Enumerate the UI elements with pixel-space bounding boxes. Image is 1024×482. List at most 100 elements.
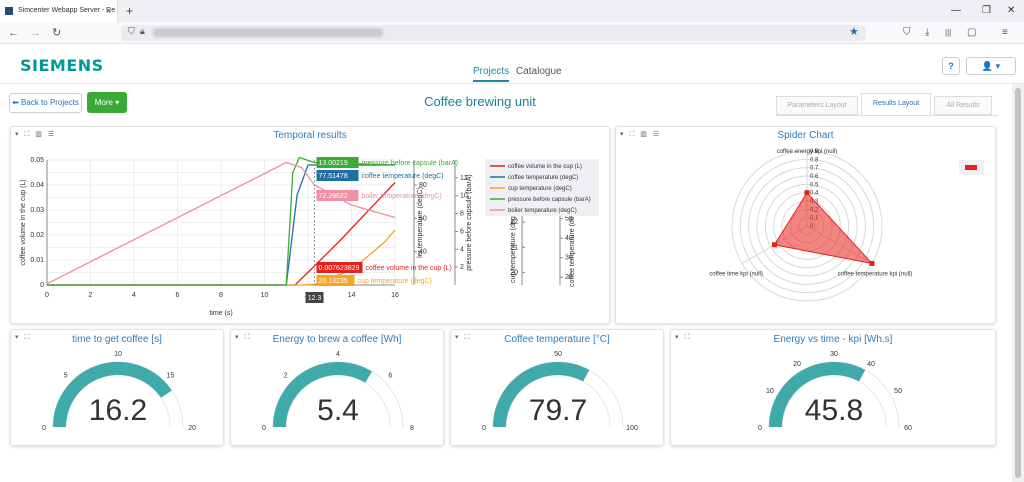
window-close-button[interactable]: ✕ <box>1007 5 1016 16</box>
gauge-tick-label: 0 <box>42 425 46 432</box>
x-tick-label: 0 <box>45 292 49 299</box>
more-button[interactable]: More ▾ <box>87 92 127 113</box>
gauge-tick-label: 6 <box>388 373 392 380</box>
tab-catalogue[interactable]: Catalogue <box>516 66 562 77</box>
series-line <box>46 161 396 285</box>
maximize-button[interactable]: ❐ <box>982 5 991 16</box>
kpi-gauge: 0 10 20 30 40 50 60 <box>758 351 912 432</box>
legend-entry: coffee temperature (degC) <box>508 175 578 181</box>
cup-tick-label: 22 <box>510 219 518 226</box>
coffee-tick-label: 30 <box>565 255 573 262</box>
close-tab-icon[interactable]: × <box>105 6 111 16</box>
gauge-panel-energy: ▾ ⛶ Energy to brew a coffee [Wh] 0 2 4 6 8 5… <box>230 329 444 446</box>
hover-value-box <box>316 190 359 201</box>
back-to-projects-button[interactable]: ⬅ Back to Projects <box>9 93 82 113</box>
hover-series-label: coffee temperature (degC) <box>362 173 444 180</box>
gauge-tick-label: 8 <box>410 425 414 432</box>
help-button[interactable]: ? <box>942 57 960 75</box>
boiler-axis-label: ler temperature (degC) <box>417 187 424 258</box>
spider-chart-title: Spider Chart <box>777 130 834 141</box>
shield-icon[interactable]: ⛉ <box>128 26 135 36</box>
cup-tick-label: 20 <box>510 269 518 276</box>
hover-series-label: cup temperature (degC) <box>358 278 432 285</box>
pressure-tick-label: 10 <box>460 193 468 200</box>
radar-tick-label: 0.4 <box>810 191 819 197</box>
temporal-results-chart[interactable]: 0 2 4 6 8 10 12 14 16 0 0.01 0.02 0.03 0.04 0.05 time (… <box>11 127 611 325</box>
hover-value-box <box>316 275 355 286</box>
panel-controls[interactable]: ▾ ⛶ <box>455 334 472 341</box>
browser-tab[interactable]: Simcenter Webapp Server - Re × <box>0 0 118 22</box>
radar-point <box>772 242 778 248</box>
hover-value: 20.13235 <box>319 278 348 285</box>
boiler-tick-label: 80 <box>419 182 427 189</box>
browser-tab-bar: Simcenter Webapp Server - Re × + — ❐ ✕ <box>0 0 1024 22</box>
radar-tick-label: 0.7 <box>810 166 819 172</box>
pressure-tick-label: 6 <box>460 228 464 235</box>
spider-chart-panel: ▾ ⛶ ▥ ☰ Spider Chart 00.10.20.30.40.50.6… <box>615 126 996 324</box>
radar-point <box>804 190 810 196</box>
scrollbar-thumb[interactable] <box>1015 88 1021 478</box>
x-tick-label: 10 <box>261 292 269 299</box>
y-axis-label: coffee volume in the cup (L) <box>20 179 27 265</box>
cursor-x-box <box>305 292 324 303</box>
x-tick-label: 16 <box>391 292 399 299</box>
gauge-outline <box>65 374 171 428</box>
gauge-title: Coffee temperature [°C] <box>504 334 610 345</box>
minimize-button[interactable]: — <box>951 5 961 16</box>
library-icon[interactable]: ||| <box>945 28 952 37</box>
x-tick-label: 2 <box>89 292 93 299</box>
gauge-panel-kpi: ▾ ⛶ Energy vs time - kpi [Wh.s] 0 10 20 30 4… <box>670 329 996 446</box>
temperature-gauge: 0 50 100 <box>482 351 638 432</box>
pocket-icon[interactable]: ⛉ <box>903 27 911 38</box>
panel-controls[interactable]: ▾ ⛶ <box>15 334 32 341</box>
browser-nav-bar: ← → ↻ ⛉ 🔒︎ ★ ⛉ ⤓ ||| ▢ ≡ <box>0 22 1024 44</box>
legend-entry: cup temperature (degC) <box>508 186 572 192</box>
cursor-x-label: 12.3 <box>308 295 322 302</box>
back-arrow-icon[interactable]: ← <box>8 27 19 39</box>
y-tick-label: 0.04 <box>30 182 44 189</box>
panel-controls[interactable]: ▾ ⛶ <box>675 334 692 341</box>
x-tick-label: 14 <box>348 292 356 299</box>
gauge-tick-label: 0 <box>262 425 266 432</box>
reload-icon[interactable]: ↻ <box>52 27 62 39</box>
sidebar-icon[interactable]: ▢ <box>967 27 977 38</box>
gauge-tick-label: 15 <box>166 373 174 380</box>
all-results-button[interactable]: All Results <box>934 96 992 115</box>
download-icon[interactable]: ⤓ <box>925 27 930 38</box>
tab-projects[interactable]: Projects <box>473 66 510 82</box>
hover-value: 77.51478 <box>319 173 348 180</box>
hover-value-box <box>316 170 359 181</box>
user-menu-button[interactable]: 👤 ▾ <box>966 57 1016 75</box>
panel-controls[interactable]: ▾ ⛶ <box>235 334 252 341</box>
bookmark-star-icon[interactable]: ★ <box>849 26 859 38</box>
gauge-outline <box>505 374 611 428</box>
gauge-tick-label: 60 <box>904 425 912 432</box>
hover-series-label: coffee volume in the cup (L) <box>366 265 452 272</box>
gauge-fill <box>53 361 172 428</box>
hover-value: 0.007623829 <box>319 265 360 272</box>
radar-axis-label: coffee energy kpi (null) <box>777 149 838 155</box>
panel-controls[interactable]: ▾ ⛶ ▥ ☰ <box>15 131 57 138</box>
panel-controls[interactable]: ▾ ⛶ ▥ ☰ <box>620 131 662 138</box>
gauge-tick-label: 10 <box>114 351 122 358</box>
menu-icon[interactable]: ≡ <box>1002 27 1008 38</box>
parameters-layout-button[interactable]: Parameters Layout <box>776 96 858 115</box>
results-layout-button[interactable]: Results Layout <box>861 93 931 115</box>
pressure-tick-label: 2 <box>460 264 464 271</box>
url-bar[interactable]: ⛉ 🔒︎ ★ <box>121 25 866 41</box>
gauge-tick-label: 50 <box>554 351 562 358</box>
hover-value: 72.29622 <box>319 193 348 200</box>
gauge-tick-label: 20 <box>793 361 801 368</box>
gauge-tick-label: 40 <box>867 361 875 368</box>
gauge-tick-label: 100 <box>626 425 638 432</box>
gauge-panel-temperature: ▾ ⛶ Coffee temperature [°C] 0 50 100 79.7 <box>450 329 664 446</box>
gauge-fill <box>273 361 372 428</box>
x-axis-label: time (s) <box>209 310 232 317</box>
lock-icon[interactable]: 🔒︎ <box>140 26 145 36</box>
forward-arrow-icon[interactable]: → <box>30 27 41 39</box>
new-tab-button[interactable]: + <box>126 4 134 18</box>
radar-axis-label: coffee time kpi (null) <box>709 272 763 278</box>
hover-series-label: pressure before capsule (barA) <box>362 160 459 167</box>
energy-gauge: 0 2 4 6 8 <box>262 351 414 432</box>
